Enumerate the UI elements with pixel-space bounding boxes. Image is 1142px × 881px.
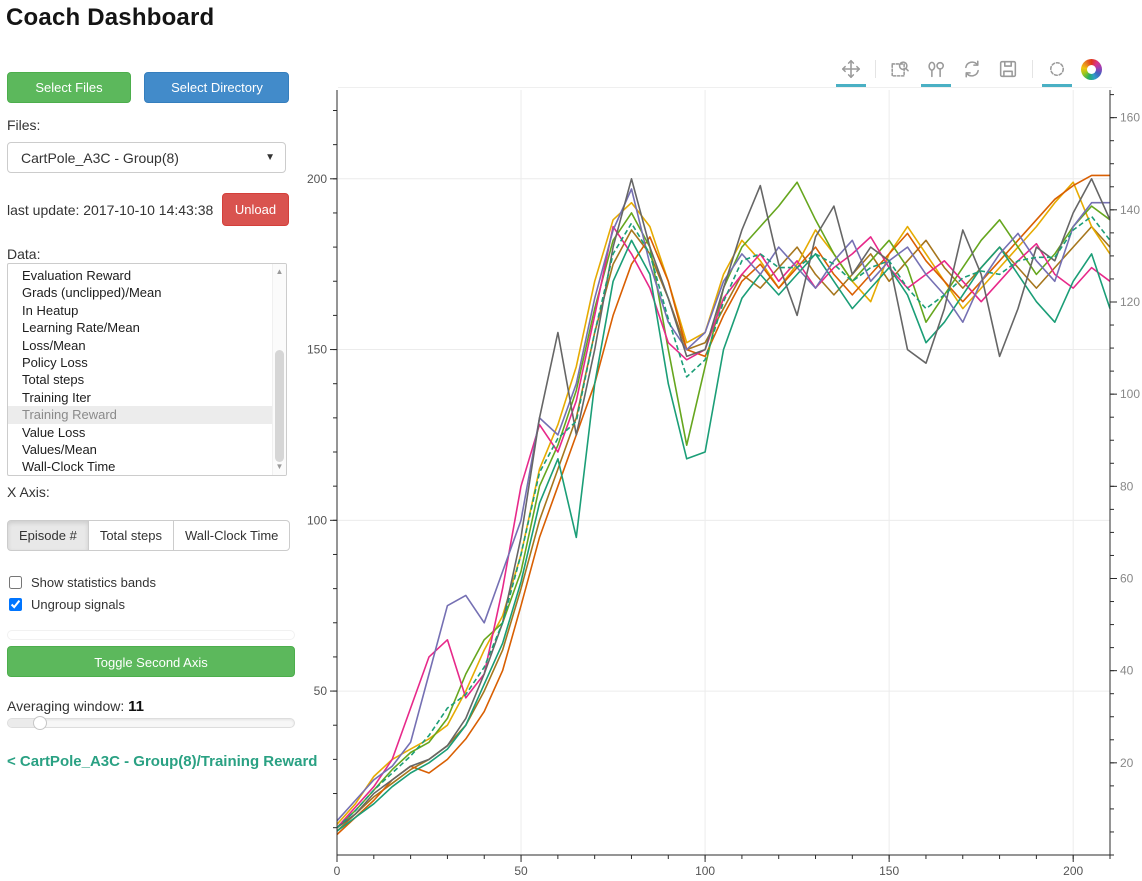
select-directory-button[interactable]: Select Directory bbox=[144, 72, 290, 103]
page-title: Coach Dashboard bbox=[6, 4, 215, 31]
y-right-tick-label: 100 bbox=[1120, 387, 1140, 401]
data-list-item[interactable]: Learning Rate/Mean bbox=[22, 320, 140, 336]
ungroup-signals-label: Ungroup signals bbox=[31, 597, 125, 612]
series-worker-gray bbox=[336, 178, 1111, 829]
x-tick-label: 200 bbox=[1063, 864, 1083, 878]
scroll-down-icon[interactable]: ▼ bbox=[275, 462, 284, 471]
box-zoom-tool-icon[interactable] bbox=[888, 56, 912, 82]
save-tool-icon[interactable] bbox=[996, 56, 1020, 82]
y-right-tick-label: 20 bbox=[1120, 756, 1134, 770]
data-list-item[interactable]: In Heatup bbox=[22, 302, 79, 318]
scroll-up-icon[interactable]: ▲ bbox=[275, 267, 284, 276]
x-axis-button-group: Episode # Total steps Wall-Clock Time bbox=[7, 520, 291, 551]
toolbar-separator bbox=[875, 60, 876, 78]
series-mean-dashed bbox=[336, 215, 1111, 829]
plot-toolbar bbox=[827, 56, 1102, 88]
slider-thumb[interactable] bbox=[33, 716, 47, 730]
data-list-item[interactable]: Training Iter bbox=[22, 389, 91, 405]
toggle-second-axis-button[interactable]: Toggle Second Axis bbox=[7, 646, 295, 677]
chart-area: 0 50 100 150 200 50 100 150 200 20 40 60 80 100 120 140… bbox=[300, 0, 1142, 881]
data-list-item[interactable]: Training Reward bbox=[8, 406, 286, 424]
averaging-window-label: Averaging window: bbox=[7, 698, 125, 714]
y-right-tick-label: 160 bbox=[1120, 111, 1140, 125]
file-buttons-row: Select Files Select Directory bbox=[7, 72, 290, 103]
scrollbar-thumb[interactable] bbox=[275, 350, 284, 462]
x-axis-option-button[interactable]: Episode # bbox=[7, 520, 89, 551]
averaging-window-value: 11 bbox=[128, 698, 145, 715]
data-list-item[interactable]: Wall-Clock Time bbox=[22, 459, 116, 475]
data-label: Data: bbox=[7, 246, 41, 262]
data-list-item[interactable]: Total steps bbox=[22, 372, 85, 388]
data-list-scrollbar[interactable]: ▲ ▼ bbox=[272, 264, 286, 475]
data-listbox: Evaluation Reward Grads (unclipped)/Mean I… bbox=[7, 263, 287, 476]
files-select[interactable]: CartPole_A3C - Group(8) ▼ bbox=[7, 142, 286, 173]
sidebar: Select Files Select Directory Files: Car… bbox=[0, 0, 317, 881]
reset-tool-icon[interactable] bbox=[960, 56, 984, 82]
series-worker-teal bbox=[336, 239, 1111, 832]
slider-fill bbox=[8, 719, 38, 727]
files-select-value: CartPole_A3C - Group(8) bbox=[21, 149, 179, 166]
crosshair-tool-icon[interactable] bbox=[1042, 56, 1072, 88]
toolbar-separator bbox=[1032, 60, 1033, 78]
y-right-tick-label: 60 bbox=[1120, 571, 1134, 585]
y-right-tick-label: 120 bbox=[1120, 295, 1140, 309]
x-tick-label: 50 bbox=[514, 864, 528, 878]
y-right-tick-label: 80 bbox=[1120, 479, 1134, 493]
unload-button[interactable]: Unload bbox=[222, 193, 289, 226]
files-label: Files: bbox=[7, 117, 41, 133]
y-left-tick-label: 150 bbox=[307, 343, 327, 357]
last-update-text: last update: 2017-10-10 14:43:38 bbox=[7, 202, 214, 218]
data-list-item[interactable]: Values/Mean bbox=[22, 442, 97, 458]
show-bands-row[interactable]: Show statistics bands bbox=[9, 575, 156, 590]
ungroup-signals-row[interactable]: Ungroup signals bbox=[9, 597, 156, 612]
x-tick-label: 0 bbox=[334, 864, 341, 878]
averaging-window-slider[interactable] bbox=[7, 716, 295, 730]
pan-tool-icon[interactable] bbox=[836, 56, 866, 88]
series-worker-green bbox=[336, 181, 1111, 829]
show-bands-checkbox[interactable] bbox=[9, 576, 22, 589]
x-axis-option-button[interactable]: Total steps bbox=[87, 520, 174, 551]
breadcrumb[interactable]: < CartPole_A3C - Group(8)/Training Rewar… bbox=[7, 753, 318, 770]
series-worker-gold bbox=[336, 181, 1111, 825]
data-list-item[interactable]: Loss/Mean bbox=[22, 337, 86, 353]
y-right-tick-label: 40 bbox=[1120, 664, 1134, 678]
divider-track bbox=[7, 630, 295, 640]
select-files-button[interactable]: Select Files bbox=[7, 72, 131, 103]
x-axis-label: X Axis: bbox=[7, 484, 50, 500]
data-list-item[interactable]: Value Loss bbox=[22, 424, 86, 440]
toolbar-divider bbox=[338, 87, 1112, 88]
data-list-item[interactable]: Grads (unclipped)/Mean bbox=[22, 285, 162, 301]
y-left-tick-label: 100 bbox=[307, 513, 327, 527]
y-right-tick-label: 140 bbox=[1120, 203, 1140, 217]
y-left-tick-label: 50 bbox=[314, 684, 328, 698]
data-list: Evaluation Reward Grads (unclipped)/Mean I… bbox=[8, 264, 286, 475]
x-tick-label: 100 bbox=[695, 864, 715, 878]
hover-tool-icon[interactable] bbox=[921, 56, 951, 88]
caret-down-icon: ▼ bbox=[265, 152, 275, 163]
data-list-item[interactable]: Policy Loss bbox=[22, 355, 88, 371]
y-left-tick-label: 200 bbox=[307, 172, 327, 186]
data-list-item[interactable]: Evaluation Reward bbox=[22, 268, 132, 283]
series-worker-pink bbox=[336, 225, 1111, 829]
bokeh-logo-icon[interactable] bbox=[1081, 58, 1102, 80]
last-update-row: last update: 2017-10-10 14:43:38 Unload bbox=[7, 193, 289, 226]
checkbox-group: Show statistics bands Ungroup signals bbox=[9, 575, 156, 619]
ungroup-signals-checkbox[interactable] bbox=[9, 598, 22, 611]
x-axis-option-button[interactable]: Wall-Clock Time bbox=[172, 520, 291, 551]
reward-line-chart[interactable]: 0 50 100 150 200 50 100 150 200 20 40 60 80 100 120 140… bbox=[300, 90, 1142, 881]
show-bands-label: Show statistics bands bbox=[31, 575, 157, 590]
series-worker-purple bbox=[336, 188, 1110, 822]
averaging-window-row: Averaging window: 11 bbox=[7, 698, 144, 715]
x-tick-label: 150 bbox=[879, 864, 899, 878]
